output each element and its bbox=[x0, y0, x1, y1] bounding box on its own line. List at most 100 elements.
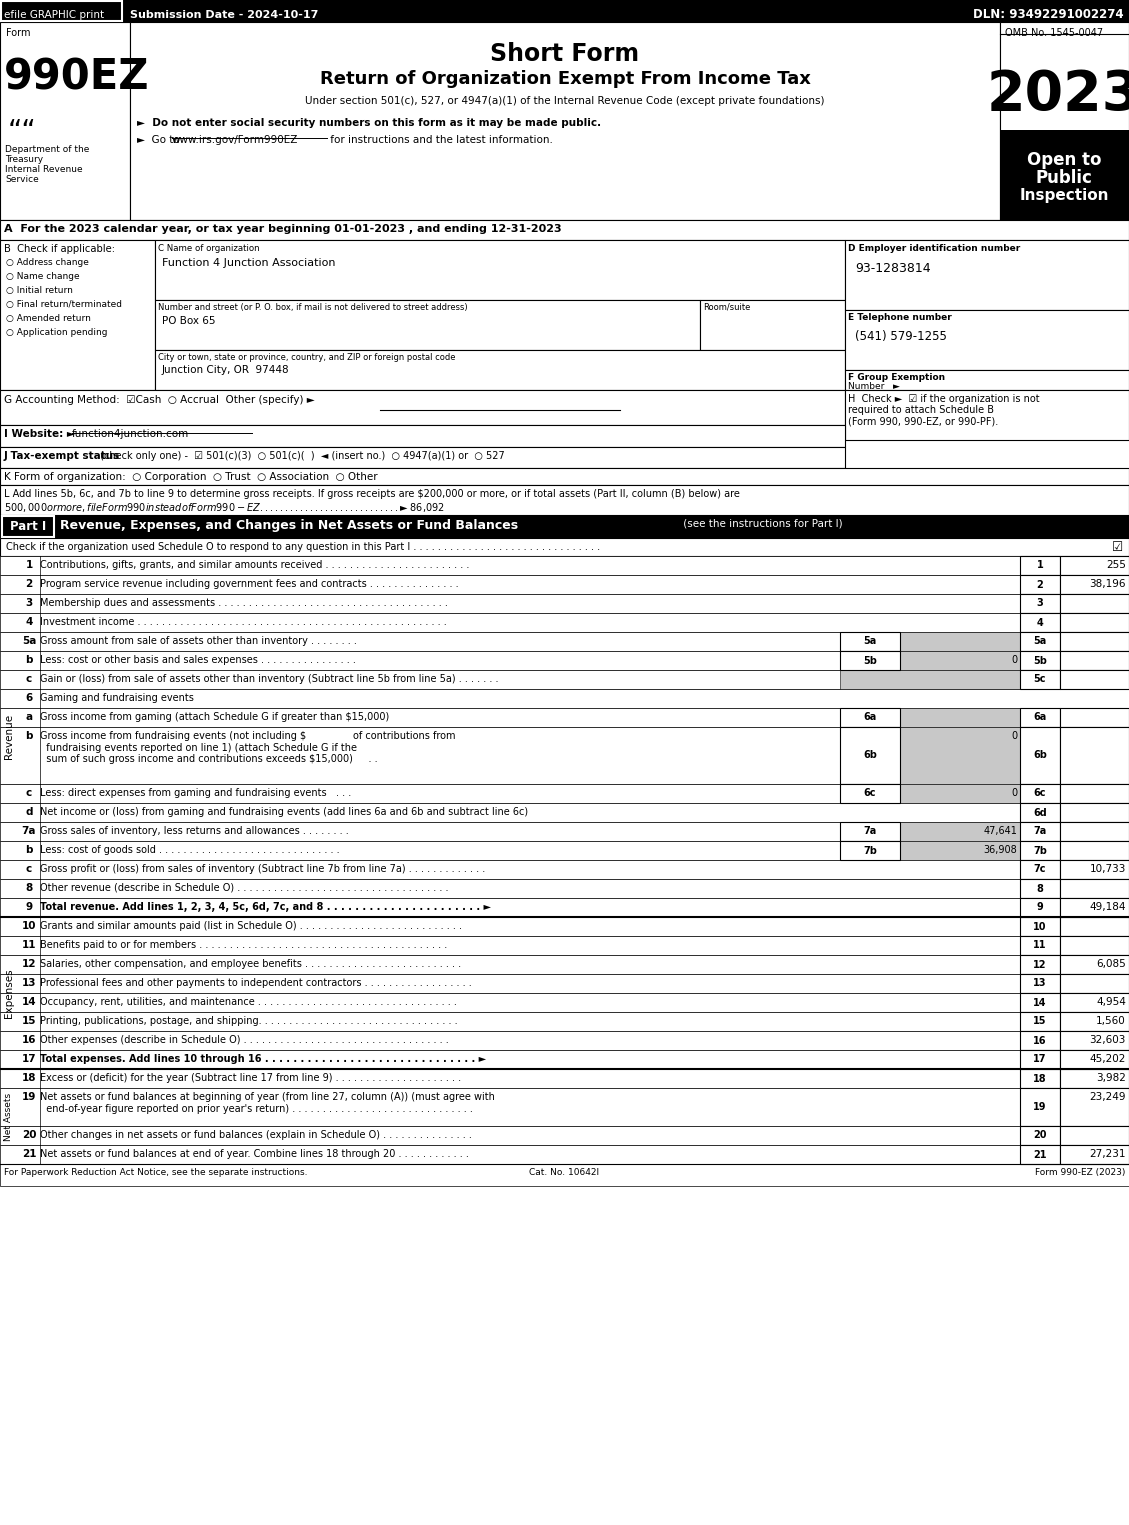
Text: Form: Form bbox=[6, 27, 30, 38]
Text: For Paperwork Reduction Act Notice, see the separate instructions.: For Paperwork Reduction Act Notice, see … bbox=[5, 1168, 307, 1177]
Text: I Website: ►: I Website: ► bbox=[5, 429, 75, 439]
Text: d: d bbox=[25, 807, 33, 817]
Bar bbox=[0, 447, 844, 468]
Bar bbox=[1019, 917, 1060, 936]
Bar bbox=[1060, 993, 1129, 1013]
Bar bbox=[900, 727, 1019, 784]
Text: 36,908: 36,908 bbox=[983, 845, 1017, 856]
Text: ►  Go to: ► Go to bbox=[137, 136, 183, 145]
Bar bbox=[1019, 822, 1060, 840]
Bar bbox=[0, 425, 844, 447]
Bar bbox=[1060, 669, 1129, 689]
Bar bbox=[1060, 898, 1129, 917]
Text: 21: 21 bbox=[1033, 1150, 1047, 1159]
Text: 16: 16 bbox=[1033, 1035, 1047, 1046]
Text: 5a: 5a bbox=[1033, 636, 1047, 647]
Bar bbox=[0, 239, 155, 390]
Text: Gross income from fundraising events (not including $               of contribut: Gross income from fundraising events (no… bbox=[40, 730, 455, 764]
Bar bbox=[1019, 708, 1060, 727]
Text: (541) 579-1255: (541) 579-1255 bbox=[855, 329, 947, 343]
Text: efile GRAPHIC print: efile GRAPHIC print bbox=[5, 11, 104, 20]
Bar bbox=[0, 390, 844, 425]
Text: H  Check ►  ☑ if the organization is not: H Check ► ☑ if the organization is not bbox=[848, 393, 1040, 404]
Text: G Accounting Method:  ☑Cash  ○ Accrual  Other (specify) ►: G Accounting Method: ☑Cash ○ Accrual Oth… bbox=[5, 395, 315, 406]
Text: Less: cost or other basis and sales expenses . . . . . . . . . . . . . . . .: Less: cost or other basis and sales expe… bbox=[40, 656, 356, 665]
Text: Cat. No. 10642I: Cat. No. 10642I bbox=[530, 1168, 599, 1177]
Text: Less: cost of goods sold . . . . . . . . . . . . . . . . . . . . . . . . . . . .: Less: cost of goods sold . . . . . . . .… bbox=[40, 845, 340, 856]
Text: 10: 10 bbox=[21, 921, 36, 930]
Bar bbox=[844, 239, 1129, 310]
Bar bbox=[0, 936, 1129, 955]
Bar bbox=[1019, 1087, 1060, 1125]
Bar bbox=[1019, 974, 1060, 993]
Text: Gross profit or (loss) from sales of inventory (Subtract line 7b from line 7a) .: Gross profit or (loss) from sales of inv… bbox=[40, 865, 485, 874]
Text: 2023: 2023 bbox=[987, 69, 1129, 122]
Text: Short Form: Short Form bbox=[490, 43, 639, 66]
Bar bbox=[900, 784, 1019, 804]
Text: Junction City, OR  97448: Junction City, OR 97448 bbox=[161, 364, 290, 375]
Bar bbox=[844, 310, 1129, 371]
Text: Gross income from gaming (attach Schedule G if greater than $15,000): Gross income from gaming (attach Schedul… bbox=[40, 712, 390, 721]
Text: E Telephone number: E Telephone number bbox=[848, 313, 952, 322]
Bar bbox=[1019, 557, 1060, 575]
Text: 1: 1 bbox=[25, 560, 33, 570]
Bar bbox=[1060, 557, 1129, 575]
Text: 8: 8 bbox=[25, 883, 33, 894]
Bar bbox=[1060, 708, 1129, 727]
Text: Department of the: Department of the bbox=[5, 145, 89, 154]
Text: ○ Amended return: ○ Amended return bbox=[6, 314, 90, 323]
Text: Part I: Part I bbox=[10, 520, 46, 534]
Bar bbox=[0, 595, 1129, 613]
Bar bbox=[1060, 727, 1129, 784]
Bar bbox=[1060, 955, 1129, 974]
Text: 45,202: 45,202 bbox=[1089, 1054, 1126, 1064]
Bar bbox=[840, 727, 900, 784]
Text: Internal Revenue: Internal Revenue bbox=[5, 165, 82, 174]
Text: 16: 16 bbox=[21, 1035, 36, 1045]
Bar bbox=[0, 1031, 1129, 1051]
Bar bbox=[700, 300, 844, 351]
Bar bbox=[1019, 1145, 1060, 1164]
Text: 11: 11 bbox=[1033, 941, 1047, 950]
Text: J Tax-exempt status: J Tax-exempt status bbox=[5, 451, 121, 461]
Bar bbox=[0, 689, 1129, 708]
Text: for instructions and the latest information.: for instructions and the latest informat… bbox=[327, 136, 553, 145]
Bar bbox=[0, 955, 1129, 974]
Text: 6d: 6d bbox=[1033, 808, 1047, 817]
Text: function4junction.com: function4junction.com bbox=[72, 429, 190, 439]
Text: OMB No. 1545-0047: OMB No. 1545-0047 bbox=[1005, 27, 1103, 38]
Text: (check only one) -  ☑ 501(c)(3)  ○ 501(c)(  )  ◄ (insert no.)  ○ 4947(a)(1) or  : (check only one) - ☑ 501(c)(3) ○ 501(c)(… bbox=[97, 451, 505, 461]
Text: 5a: 5a bbox=[21, 636, 36, 647]
Text: DLN: 93492291002274: DLN: 93492291002274 bbox=[973, 9, 1124, 21]
Text: 13: 13 bbox=[1033, 979, 1047, 988]
Bar bbox=[1000, 130, 1129, 220]
Bar bbox=[0, 1087, 1129, 1125]
Bar bbox=[0, 993, 1129, 1013]
Text: ○ Initial return: ○ Initial return bbox=[6, 287, 73, 294]
Text: 3: 3 bbox=[1036, 598, 1043, 608]
Bar bbox=[0, 708, 1129, 727]
Bar bbox=[1019, 595, 1060, 613]
Text: 3: 3 bbox=[25, 598, 33, 608]
Bar bbox=[0, 1125, 1129, 1145]
Bar bbox=[840, 708, 900, 727]
Text: Check if the organization used Schedule O to respond to any question in this Par: Check if the organization used Schedule … bbox=[6, 541, 601, 552]
Text: b: b bbox=[25, 845, 33, 856]
Text: 4: 4 bbox=[1036, 618, 1043, 627]
Text: Investment income . . . . . . . . . . . . . . . . . . . . . . . . . . . . . . . : Investment income . . . . . . . . . . . … bbox=[40, 618, 447, 627]
Bar bbox=[0, 0, 1129, 21]
Bar bbox=[1019, 878, 1060, 898]
Text: c: c bbox=[26, 865, 32, 874]
Text: 4,954: 4,954 bbox=[1096, 997, 1126, 1006]
Bar bbox=[1060, 936, 1129, 955]
Text: 23,249: 23,249 bbox=[1089, 1092, 1126, 1103]
Text: 93-1283814: 93-1283814 bbox=[855, 262, 930, 274]
Text: ““: ““ bbox=[8, 117, 37, 146]
Text: 6a: 6a bbox=[1033, 712, 1047, 723]
Text: ○ Final return/terminated: ○ Final return/terminated bbox=[6, 300, 122, 310]
Bar bbox=[1060, 1051, 1129, 1069]
Text: Submission Date - 2024-10-17: Submission Date - 2024-10-17 bbox=[130, 11, 318, 20]
Bar bbox=[1060, 651, 1129, 669]
Text: 20: 20 bbox=[1033, 1130, 1047, 1141]
Bar bbox=[0, 613, 1129, 631]
